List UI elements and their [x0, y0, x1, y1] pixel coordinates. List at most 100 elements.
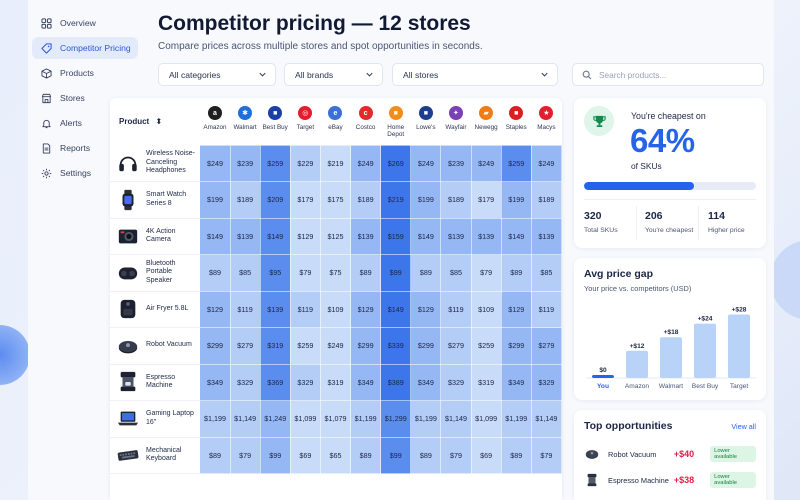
price-cell[interactable]: $1,299	[380, 400, 412, 438]
sidebar-item-products[interactable]: Products	[32, 62, 138, 84]
price-cell[interactable]: $249	[470, 144, 502, 182]
price-cell[interactable]: $249	[410, 144, 442, 182]
product-cell[interactable]: Smart Watch Series 8	[110, 181, 200, 219]
price-cell[interactable]: $85	[229, 254, 261, 292]
product-cell[interactable]: 4K Action Camera	[110, 218, 200, 255]
price-cell[interactable]: $279	[440, 327, 472, 365]
price-cell[interactable]: $129	[199, 290, 231, 328]
price-cell[interactable]: $259	[289, 327, 321, 365]
price-cell[interactable]: $99	[380, 254, 412, 292]
product-column-header[interactable]: Product ⬍	[110, 98, 200, 145]
price-cell[interactable]: $229	[289, 144, 321, 182]
price-cell[interactable]: $269	[380, 144, 412, 182]
price-cell[interactable]: $79	[289, 254, 321, 292]
price-cell[interactable]: $149	[380, 290, 412, 328]
price-cell[interactable]: $89	[410, 254, 442, 292]
price-cell[interactable]: $89	[350, 436, 382, 474]
price-cell[interactable]: $89	[350, 254, 382, 292]
opportunity-row[interactable]: Robot Vacuum +$40 Lower available	[584, 444, 756, 464]
price-cell[interactable]: $319	[470, 363, 502, 401]
sidebar-item-stores[interactable]: Stores	[32, 87, 138, 109]
price-cell[interactable]: $249	[530, 144, 562, 182]
gap-bar-target[interactable]	[728, 314, 750, 378]
price-cell[interactable]: $329	[440, 363, 472, 401]
table-row[interactable]: Air Fryer 5.8L $129 $119 $139 $119 $109 $129 $1…	[110, 290, 562, 328]
price-cell[interactable]: $199	[410, 181, 442, 219]
price-cell[interactable]: $109	[319, 290, 352, 328]
price-cell[interactable]: $349	[500, 363, 532, 401]
product-cell[interactable]: Bluetooth Portable Speaker	[110, 254, 200, 292]
table-row[interactable]: Gaming Laptop 16" $1,199 $1,149 $1,249 $1,09…	[110, 400, 562, 438]
price-cell[interactable]: $119	[229, 290, 261, 328]
price-cell[interactable]: $119	[530, 290, 562, 328]
product-cell[interactable]: Wireless Noise-Canceling Headphones	[110, 145, 200, 182]
price-cell[interactable]: $109	[470, 290, 502, 328]
price-cell[interactable]: $279	[229, 327, 261, 365]
store-column-header[interactable]: ■ Best Buy	[260, 98, 290, 145]
price-cell[interactable]: $249	[319, 327, 352, 365]
table-row[interactable]: Espresso Machine $349 $329 $369 $329 $319 $349…	[110, 363, 562, 401]
gap-bar-walmart[interactable]	[660, 337, 682, 378]
store-column-header[interactable]: c Costco	[351, 98, 381, 145]
price-cell[interactable]: $199	[500, 181, 532, 219]
product-cell[interactable]: Gaming Laptop 16"	[110, 400, 200, 438]
price-cell[interactable]: $129	[410, 290, 442, 328]
gap-bar-you[interactable]	[592, 375, 614, 378]
table-row[interactable]: Wireless Noise-Canceling Headphones $249 $…	[110, 144, 562, 182]
table-row[interactable]: Smart Watch Series 8 $199 $189 $209 $179 $175…	[110, 181, 562, 219]
price-cell[interactable]: $75	[319, 254, 352, 292]
product-cell[interactable]: Air Fryer 5.8L	[110, 291, 200, 328]
store-column-header[interactable]: ■ Lowe's	[411, 98, 441, 145]
price-cell[interactable]: $89	[500, 254, 532, 292]
price-cell[interactable]: $299	[199, 327, 231, 365]
price-cell[interactable]: $139	[350, 217, 382, 255]
product-cell[interactable]: Robot Vacuum	[110, 327, 200, 365]
table-row[interactable]: 4K Action Camera $149 $139 $149 $129 $125 $139…	[110, 217, 562, 255]
store-column-header[interactable]: e eBay	[320, 98, 350, 145]
price-cell[interactable]: $139	[530, 217, 562, 255]
price-cell[interactable]: $1,079	[319, 400, 352, 438]
price-cell[interactable]: $125	[319, 217, 352, 255]
price-cell[interactable]: $1,199	[410, 400, 442, 438]
price-cell[interactable]: $189	[229, 181, 261, 219]
price-cell[interactable]: $149	[199, 217, 231, 255]
price-cell[interactable]: $299	[500, 327, 532, 365]
price-cell[interactable]: $99	[259, 436, 291, 474]
price-cell[interactable]: $199	[199, 181, 231, 219]
sidebar-item-settings[interactable]: Settings	[32, 162, 138, 184]
store-column-header[interactable]: ▰ Newegg	[471, 98, 501, 145]
price-cell[interactable]: $329	[289, 363, 321, 401]
price-cell[interactable]: $329	[229, 363, 261, 401]
price-cell[interactable]: $259	[500, 144, 532, 182]
price-cell[interactable]: $89	[500, 436, 532, 474]
price-cell[interactable]: $85	[530, 254, 562, 292]
price-cell[interactable]: $319	[319, 363, 352, 401]
store-column-header[interactable]: ✦ Wayfair	[441, 98, 471, 145]
price-cell[interactable]: $65	[319, 436, 352, 474]
store-column-header[interactable]: ◎ Target	[290, 98, 320, 145]
price-cell[interactable]: $1,199	[199, 400, 231, 438]
price-cell[interactable]: $239	[440, 144, 472, 182]
price-cell[interactable]: $85	[440, 254, 472, 292]
store-column-header[interactable]: ■ Home Depot	[381, 98, 411, 145]
price-cell[interactable]: $1,199	[500, 400, 532, 438]
price-cell[interactable]: $119	[440, 290, 472, 328]
store-column-header[interactable]: ■ Staples	[501, 98, 531, 145]
price-cell[interactable]: $1,199	[350, 400, 382, 438]
price-cell[interactable]: $149	[500, 217, 532, 255]
price-cell[interactable]: $1,149	[440, 400, 472, 438]
price-cell[interactable]: $149	[410, 217, 442, 255]
opportunity-row[interactable]: Espresso Machine +$38 Lower available	[584, 470, 756, 490]
price-cell[interactable]: $149	[259, 217, 291, 255]
price-cell[interactable]: $369	[259, 363, 291, 401]
price-cell[interactable]: $139	[259, 290, 291, 328]
price-cell[interactable]: $189	[530, 181, 562, 219]
search-input[interactable]: Search products...	[572, 63, 764, 86]
price-cell[interactable]: $1,099	[470, 400, 502, 438]
brand-select[interactable]: All brands	[284, 63, 383, 86]
price-cell[interactable]: $279	[530, 327, 562, 365]
price-cell[interactable]: $129	[289, 217, 321, 255]
price-cell[interactable]: $129	[350, 290, 382, 328]
price-cell[interactable]: $95	[259, 254, 291, 292]
price-cell[interactable]: $139	[229, 217, 261, 255]
